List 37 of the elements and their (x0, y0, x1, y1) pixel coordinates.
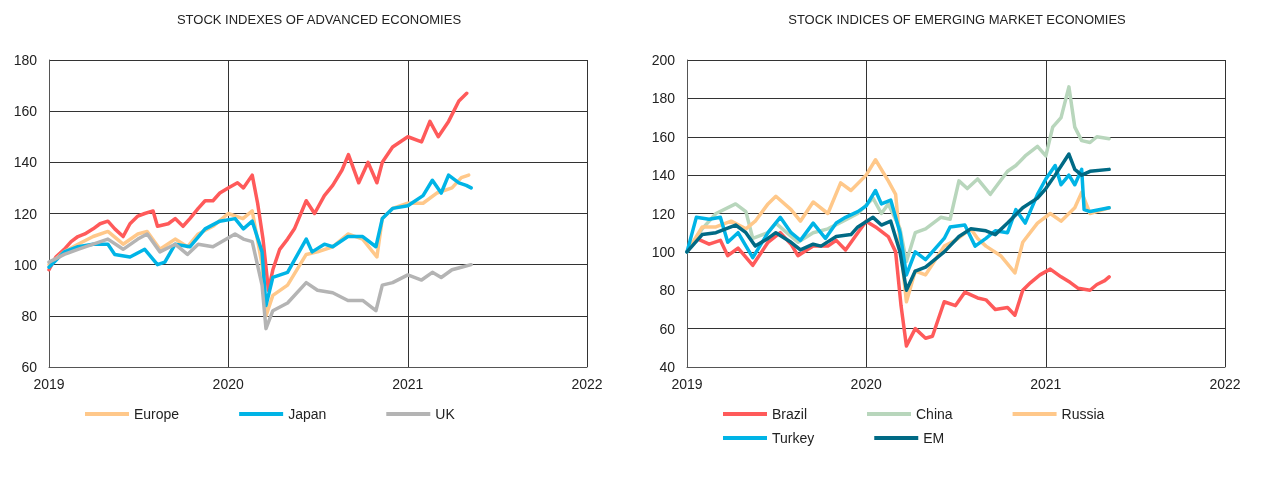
x-tick-label: 2020 (212, 376, 244, 392)
legend-label: Europe (134, 406, 180, 422)
x-tick-label: 2022 (571, 376, 603, 392)
y-tick-label: 80 (21, 307, 38, 324)
y-tick-label: 60 (21, 359, 38, 375)
legend-label: Brazil (772, 406, 808, 422)
x-tick-label: 2019 (671, 376, 703, 392)
y-tick-label: 60 (659, 320, 676, 337)
line-series (47, 91, 469, 292)
legend-label: UK (435, 406, 456, 422)
x-tick-label: 2019 (33, 376, 65, 392)
x-tick-label: 2022 (1209, 376, 1241, 392)
y-tick-label: 140 (13, 154, 38, 171)
y-tick-label: 200 (651, 52, 676, 68)
legend-label: Russia (1061, 406, 1105, 422)
chart-title: STOCK INDICES OF EMERGING MARKET ECONOMIES (788, 12, 1127, 27)
y-tick-label: 80 (659, 282, 676, 299)
y-tick-label: 100 (651, 243, 676, 260)
y-tick-label: 180 (651, 90, 676, 107)
legend-label: Turkey (772, 430, 815, 446)
legend-label: Japan (288, 406, 327, 422)
x-tick-label: 2020 (850, 376, 882, 392)
y-tick-label: 180 (13, 52, 38, 68)
y-tick-label: 160 (651, 128, 676, 145)
line-series (47, 232, 473, 331)
x-tick-label: 2021 (1030, 376, 1062, 392)
legend-label: EM (923, 430, 945, 446)
x-tick-label: 2021 (392, 376, 424, 392)
y-tick-label: 120 (651, 205, 676, 222)
legend-label: China (916, 406, 953, 422)
y-tick-label: 100 (13, 256, 38, 273)
y-tick-label: 40 (659, 359, 676, 375)
y-tick-label: 160 (13, 103, 38, 120)
y-tick-label: 120 (13, 205, 38, 222)
chart-title: STOCK INDEXES OF ADVANCED ECONOMIES (176, 12, 462, 27)
y-tick-label: 140 (651, 167, 676, 184)
line-series (685, 163, 1111, 277)
